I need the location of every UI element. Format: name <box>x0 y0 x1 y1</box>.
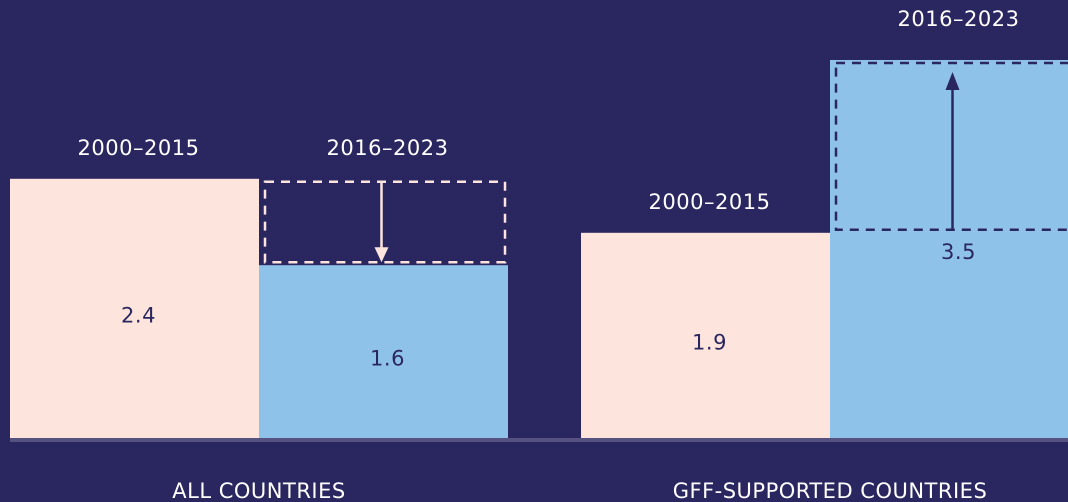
series-label: 2000–2015 <box>649 190 771 214</box>
bar <box>830 60 1068 438</box>
category-label: GFF-SUPPORTED COUNTRIES <box>673 479 988 502</box>
arrow-head <box>374 247 389 263</box>
series-label: 2000–2015 <box>78 136 200 160</box>
value-label: 1.6 <box>370 347 405 371</box>
bar <box>581 232 830 438</box>
arrow-head <box>945 72 960 90</box>
value-label: 3.5 <box>941 240 976 264</box>
value-label: 1.9 <box>692 330 727 354</box>
change-box <box>834 61 1068 232</box>
series-label: 2016–2023 <box>898 7 1020 31</box>
bar <box>10 178 259 439</box>
bar <box>259 265 508 438</box>
change-box <box>263 180 507 264</box>
baseline <box>10 438 1068 442</box>
series-label: 2016–2023 <box>327 136 449 160</box>
value-label: 2.4 <box>121 303 156 327</box>
category-label: ALL COUNTRIES <box>172 479 345 502</box>
